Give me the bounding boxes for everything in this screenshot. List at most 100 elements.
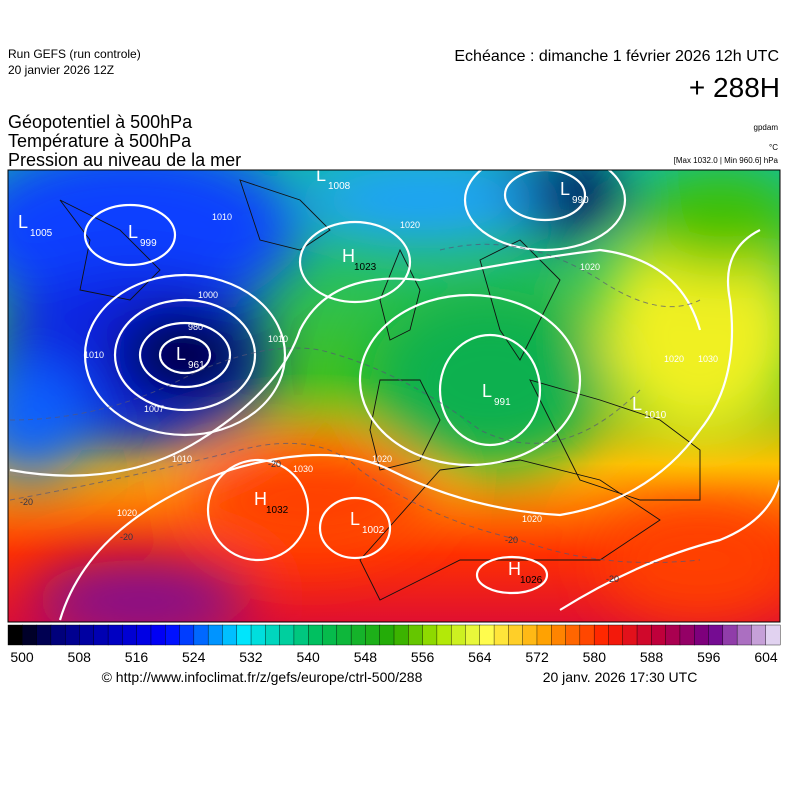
colorbar-tick-label: 500 xyxy=(10,649,34,665)
colorbar-tick-label: 508 xyxy=(68,649,92,665)
pressure-center-type: L xyxy=(482,381,492,401)
colorbar-swatch xyxy=(694,624,710,646)
pressure-center-value: 1010 xyxy=(644,410,667,421)
colorbar-swatch xyxy=(265,624,281,646)
colorbar-swatch xyxy=(107,624,123,646)
pressure-center-type: H xyxy=(342,246,355,266)
isobar-label: 1030 xyxy=(698,354,718,364)
pressure-center-type: L xyxy=(316,165,326,185)
isobar-label: 1020 xyxy=(664,354,684,364)
source-url: © http://www.infoclimat.fr/z/gefs/europe… xyxy=(102,669,423,685)
colorbar-swatch xyxy=(751,624,767,646)
title: Température à 500hPa xyxy=(8,131,192,151)
isobar-label: 1020 xyxy=(372,454,392,464)
colorbar-swatch xyxy=(765,624,781,646)
isobar-label: 1000 xyxy=(198,290,218,300)
colorbar-swatch xyxy=(36,624,52,646)
run-date: 20 janvier 2026 12Z xyxy=(8,63,114,77)
timestamp: 20 janv. 2026 17:30 UTC xyxy=(543,669,698,685)
isobar-label: 980 xyxy=(188,322,203,332)
colorbar-swatch xyxy=(322,624,338,646)
colorbar-swatch xyxy=(551,624,567,646)
pressure-center-type: L xyxy=(176,344,186,364)
unit: [Max 1032.0 | Min 960.6] hPa xyxy=(674,156,779,165)
colorbar-tick-label: 556 xyxy=(411,649,435,665)
colorbar-tick-label: 580 xyxy=(583,649,607,665)
colorbar-swatch xyxy=(207,624,223,646)
isobar-label: 1030 xyxy=(293,464,313,474)
colorbar-tick-label: 596 xyxy=(697,649,721,665)
isobar-label: 1020 xyxy=(117,508,137,518)
colorbar-swatch xyxy=(722,624,738,646)
pressure-center-value: 1026 xyxy=(520,575,543,586)
colorbar-swatch xyxy=(279,624,295,646)
isobar-label: 1020 xyxy=(580,262,600,272)
colorbar-swatch xyxy=(250,624,266,646)
colorbar-tick-label: 524 xyxy=(182,649,206,665)
colorbar-swatch xyxy=(522,624,538,646)
pressure-center-type: H xyxy=(254,489,267,509)
colorbar-swatch xyxy=(493,624,509,646)
forecast-time: Echéance : dimanche 1 février 2026 12h U… xyxy=(454,48,779,65)
colorbar-swatch xyxy=(536,624,552,646)
colorbar-swatch xyxy=(593,624,609,646)
colorbar-swatch xyxy=(679,624,695,646)
colorbar-swatch xyxy=(64,624,80,646)
colorbar-swatch xyxy=(93,624,109,646)
pressure-center-value: 990 xyxy=(572,195,589,206)
unit: gpdam xyxy=(754,123,779,132)
colorbar-swatch xyxy=(665,624,681,646)
colorbar-swatch xyxy=(79,624,95,646)
colorbar-swatch xyxy=(579,624,595,646)
pressure-center-type: L xyxy=(18,212,28,232)
colorbar-tick-label: 532 xyxy=(239,649,263,665)
colorbar-swatch xyxy=(636,624,652,646)
pressure-center-value: 999 xyxy=(140,238,157,249)
colorbar-swatch xyxy=(7,624,23,646)
colorbar-tick-label: 548 xyxy=(354,649,378,665)
pressure-center-value: 1005 xyxy=(30,228,53,239)
pressure-center-value: 1002 xyxy=(362,525,385,536)
colorbar-swatch xyxy=(136,624,152,646)
lead-time: + 288H xyxy=(689,72,780,103)
colorbar-swatch xyxy=(450,624,466,646)
colorbar-swatch xyxy=(651,624,667,646)
isobar-label: 1010 xyxy=(172,454,192,464)
colorbar-swatch xyxy=(622,624,638,646)
colorbar-swatch xyxy=(222,624,238,646)
colorbar-swatch xyxy=(293,624,309,646)
temperature-label: -20 xyxy=(120,532,133,542)
colorbar-swatch xyxy=(379,624,395,646)
colorbar-tick-label: 588 xyxy=(640,649,664,665)
colorbar-swatch xyxy=(336,624,352,646)
map-frame xyxy=(7,169,781,623)
pressure-center-value: 1008 xyxy=(328,181,351,192)
isobar-label: 1020 xyxy=(400,220,420,230)
colorbar-swatch xyxy=(736,624,752,646)
colorbar-swatch xyxy=(22,624,38,646)
isobar-label: 1010 xyxy=(268,334,288,344)
isobar-label: 1007 xyxy=(144,404,164,414)
pressure-center-type: L xyxy=(560,179,570,199)
pressure-center-type: L xyxy=(632,394,642,414)
pressure-center-type: L xyxy=(350,509,360,529)
pressure-center-value: 991 xyxy=(494,397,511,408)
colorbar: 500 508 516 524 532 540 548 556 564 572 580 588 596 6… xyxy=(7,624,781,665)
colorbar-swatch xyxy=(179,624,195,646)
colorbar-tick-label: 604 xyxy=(754,649,778,665)
colorbar-swatch xyxy=(408,624,424,646)
colorbar-swatch xyxy=(236,624,252,646)
colorbar-swatch xyxy=(365,624,381,646)
colorbar-swatch xyxy=(308,624,324,646)
pressure-center-type: L xyxy=(128,222,138,242)
colorbar-swatch xyxy=(122,624,138,646)
colorbar-swatch xyxy=(422,624,438,646)
colorbar-swatch xyxy=(479,624,495,646)
temperature-label: -20 xyxy=(268,459,281,469)
pressure-center-type: H xyxy=(508,559,521,579)
colorbar-swatch xyxy=(393,624,409,646)
pressure-center-value: 1023 xyxy=(354,262,377,273)
title: Pression au niveau de la mer xyxy=(8,150,241,170)
